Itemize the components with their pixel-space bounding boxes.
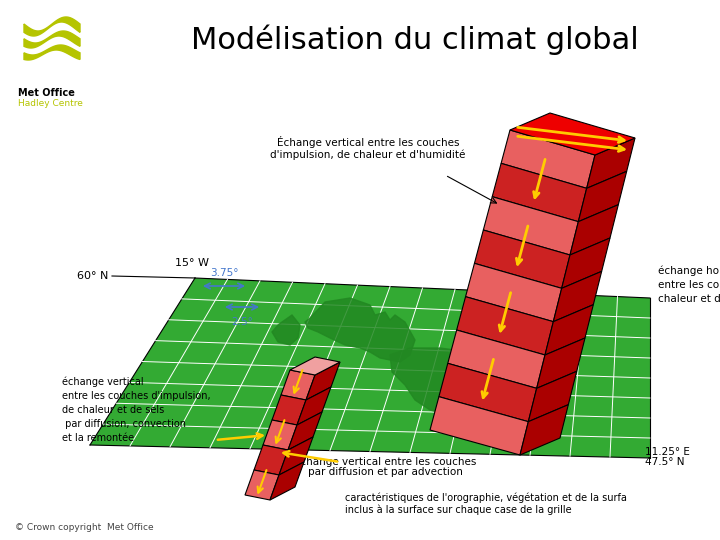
- Text: Met Office: Met Office: [18, 88, 75, 98]
- Polygon shape: [245, 470, 279, 500]
- Polygon shape: [24, 31, 80, 48]
- Polygon shape: [501, 130, 595, 188]
- Text: 15° W: 15° W: [175, 258, 209, 268]
- Polygon shape: [390, 348, 535, 420]
- Polygon shape: [474, 230, 570, 288]
- Text: Hadley Centre: Hadley Centre: [18, 99, 83, 108]
- Text: 60° N: 60° N: [76, 271, 108, 281]
- Polygon shape: [263, 420, 297, 450]
- Polygon shape: [254, 445, 288, 475]
- Text: Échange vertical entre les couches
d'impulsion, de chaleur et d'humidité: Échange vertical entre les couches d'imp…: [270, 136, 466, 160]
- Polygon shape: [492, 163, 587, 221]
- Polygon shape: [562, 238, 610, 288]
- Text: inclus à la surface sur chaque case de la grille: inclus à la surface sur chaque case de l…: [345, 505, 572, 515]
- Polygon shape: [483, 197, 578, 255]
- Polygon shape: [456, 296, 554, 355]
- Text: échange vertical entre les couches: échange vertical entre les couches: [294, 457, 476, 467]
- Text: caractéristiques de l'orographie, végétation et de la surfa: caractéristiques de l'orographie, végéta…: [345, 492, 627, 503]
- Polygon shape: [439, 363, 536, 422]
- Text: 47.5° N: 47.5° N: [645, 457, 685, 467]
- Text: © Crown copyright  Met Office: © Crown copyright Met Office: [15, 523, 153, 532]
- Polygon shape: [24, 45, 80, 60]
- Polygon shape: [270, 462, 304, 500]
- Polygon shape: [466, 264, 562, 322]
- Polygon shape: [578, 171, 626, 221]
- Polygon shape: [279, 437, 313, 475]
- Polygon shape: [24, 17, 80, 36]
- Polygon shape: [430, 397, 528, 455]
- Polygon shape: [510, 113, 635, 155]
- Polygon shape: [554, 271, 602, 322]
- Text: par diffusion et par advection: par diffusion et par advection: [307, 467, 462, 477]
- Text: 3.75°: 3.75°: [210, 268, 238, 278]
- Polygon shape: [528, 372, 577, 422]
- Polygon shape: [306, 362, 340, 400]
- Text: échange horizontal
entre les colonnes d'im
chaleur et d'humidité: échange horizontal entre les colonnes d'…: [658, 266, 720, 304]
- Polygon shape: [520, 404, 568, 455]
- Polygon shape: [305, 298, 415, 362]
- Polygon shape: [90, 278, 650, 458]
- Text: échange vertical
entre les couches d'impulsion,
de chaleur et de sels
 par diffu: échange vertical entre les couches d'imp…: [62, 377, 211, 443]
- Polygon shape: [545, 305, 593, 355]
- Polygon shape: [281, 370, 315, 400]
- Polygon shape: [297, 387, 331, 425]
- Polygon shape: [587, 138, 635, 188]
- Text: 2.5°: 2.5°: [231, 317, 253, 327]
- Polygon shape: [536, 338, 585, 388]
- Polygon shape: [272, 315, 300, 345]
- Polygon shape: [448, 330, 545, 388]
- Polygon shape: [290, 357, 340, 375]
- Text: Modélisation du climat global: Modélisation du climat global: [191, 25, 639, 55]
- Text: 11.25° E: 11.25° E: [645, 447, 690, 457]
- Polygon shape: [288, 412, 322, 450]
- Polygon shape: [272, 395, 306, 425]
- Polygon shape: [570, 205, 618, 255]
